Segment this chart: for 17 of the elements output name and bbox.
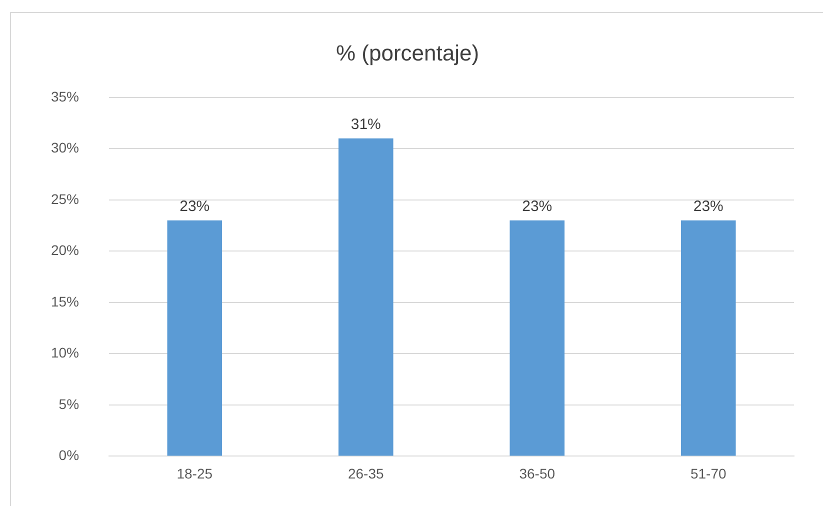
x-tick-label: 18-25 [176,465,213,482]
data-label: 23% [693,198,724,216]
data-label: 31% [350,116,381,134]
y-tick-label: 0% [58,447,80,464]
y-tick-label: 5% [58,396,80,412]
y-tick-label: 10% [50,344,80,361]
data-label: 23% [522,198,552,216]
x-tick-label: 26-35 [348,465,384,482]
y-tick-label: 25% [50,190,80,207]
y-tick-label: 15% [50,293,80,310]
x-tick-label: 36-50 [519,465,556,482]
data-label: 23% [180,198,210,216]
y-tick-label: 20% [50,242,80,258]
y-tick-label: 30% [50,140,80,156]
chart-title: % (porcentaje) [336,40,480,66]
y-tick-label: 35% [50,88,80,104]
x-tick-label: 51-70 [690,465,726,482]
